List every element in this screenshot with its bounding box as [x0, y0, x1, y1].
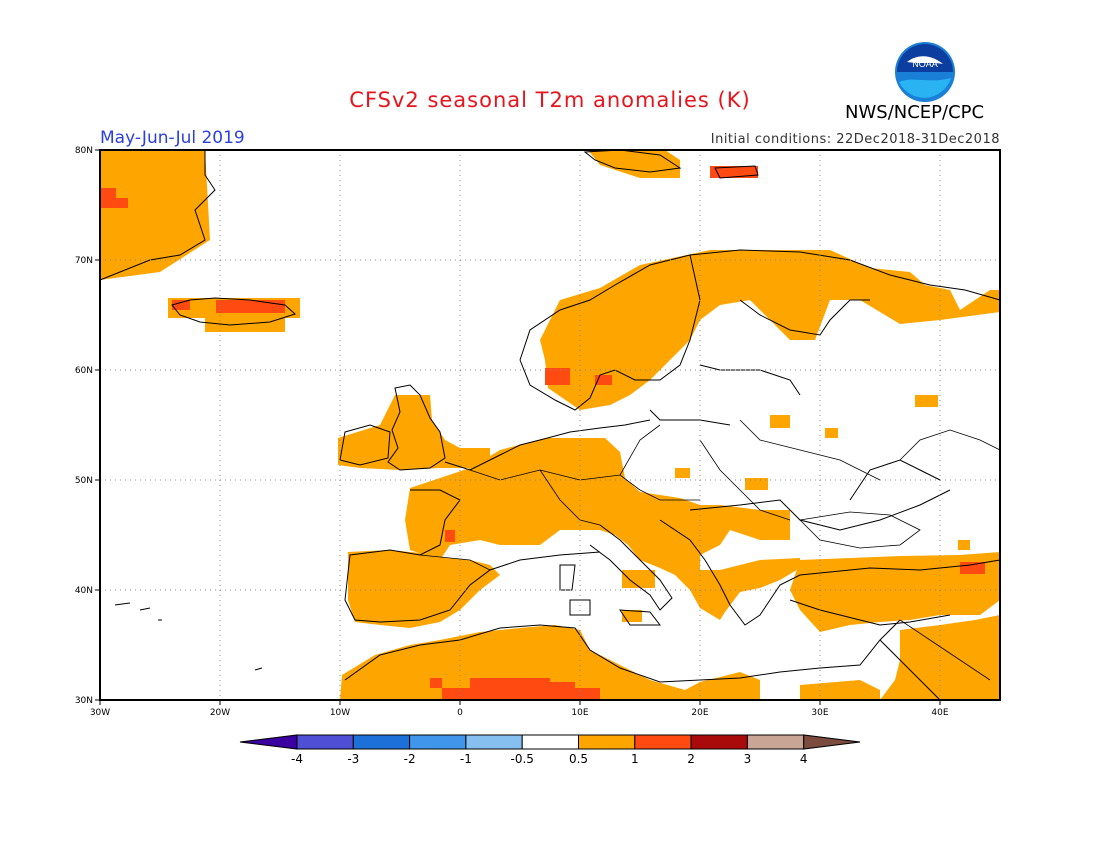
- legend-arrow-high: [803, 734, 861, 750]
- lon-label: 30W: [90, 708, 110, 718]
- lon-label: 20E: [691, 708, 708, 718]
- legend-swatch: [465, 734, 523, 750]
- lon-label: 30E: [811, 708, 828, 718]
- lon-label: 10W: [330, 708, 350, 718]
- anomaly-region: [770, 415, 790, 428]
- legend-label: 3: [744, 752, 752, 766]
- lat-label: 30N: [75, 696, 93, 706]
- anomaly-region: [958, 540, 970, 550]
- legend-label: -4: [291, 752, 303, 766]
- lon-label: 20W: [210, 708, 230, 718]
- anomaly-region: [405, 438, 800, 620]
- latitude-labels: 80N 70N 60N 50N 40N 30N: [75, 146, 93, 706]
- longitude-labels: 30W 20W 10W 0 10E 20E 30E 40E: [90, 708, 949, 718]
- legend-label: -1: [460, 752, 472, 766]
- legend-label: 1: [631, 752, 639, 766]
- anomaly-region: [745, 478, 768, 490]
- lat-label: 60N: [75, 366, 93, 376]
- legend-swatch: [521, 734, 580, 750]
- lat-label: 80N: [75, 146, 93, 156]
- anomaly-region: [915, 395, 938, 407]
- anomaly-region: [430, 678, 442, 688]
- legend-label: 4: [800, 752, 808, 766]
- anomaly-region: [622, 610, 642, 622]
- legend-swatch: [746, 734, 805, 750]
- legend-swatch: [690, 734, 748, 750]
- anomaly-region: [545, 368, 570, 385]
- anomaly-region: [340, 625, 760, 700]
- legend-label: -3: [347, 752, 359, 766]
- legend-label: -2: [404, 752, 416, 766]
- lon-label: 0: [457, 708, 463, 718]
- forecast-period: May-Jun-Jul 2019: [100, 128, 245, 148]
- anomaly-region: [710, 166, 758, 178]
- map-title: CFSv2 seasonal T2m anomalies (K): [349, 88, 751, 112]
- anomaly-region: [348, 550, 500, 628]
- lat-label: 40N: [75, 586, 93, 596]
- anomaly-region: [622, 570, 655, 588]
- legend-label: 2: [687, 752, 695, 766]
- agency-label: NWS/NCEP/CPC: [845, 102, 985, 123]
- lat-label: 70N: [75, 256, 93, 266]
- noaa-logo: NOAA: [895, 42, 955, 102]
- legend-swatch: [578, 734, 636, 750]
- grid-lines: [100, 150, 1000, 700]
- anomaly-region: [442, 678, 600, 700]
- anomaly-region: [790, 552, 1000, 632]
- anomaly-region: [172, 300, 190, 310]
- anomaly-region: [338, 395, 490, 470]
- axis-ticks: [95, 149, 941, 705]
- anomaly-region: [216, 300, 285, 313]
- anomaly-region: [880, 615, 1000, 700]
- anomaly-region: [675, 468, 690, 478]
- anomaly-region: [100, 150, 210, 280]
- legend-swatch: [634, 734, 692, 750]
- lon-label: 10E: [571, 708, 588, 718]
- initial-conditions: Initial conditions: 22Dec2018-31Dec2018: [710, 132, 1000, 147]
- legend-swatch: [296, 734, 354, 750]
- map-frame: [99, 149, 1001, 701]
- lat-label: 50N: [75, 476, 93, 486]
- noaa-logo-text: NOAA: [912, 59, 938, 69]
- legend-label: -0.5: [510, 752, 533, 766]
- lon-label: 40E: [931, 708, 948, 718]
- legend-swatch: [352, 734, 411, 750]
- legend-label: 0.5: [569, 752, 588, 766]
- anomaly-region: [825, 428, 838, 438]
- legend-arrow-low: [239, 734, 298, 750]
- anomaly-region: [100, 188, 128, 208]
- legend-swatch: [409, 734, 467, 750]
- anomaly-region: [445, 530, 455, 542]
